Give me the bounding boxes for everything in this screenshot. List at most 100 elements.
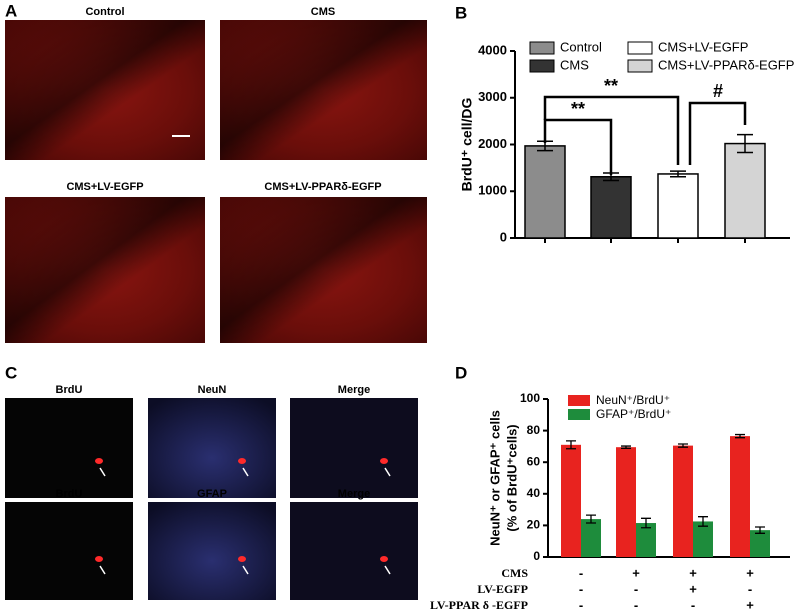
micrograph-band <box>5 20 205 160</box>
panel-label: A <box>5 1 17 20</box>
y-tick-label: 80 <box>527 423 541 437</box>
legend-label: NeuN⁺/BrdU⁺ <box>596 393 670 407</box>
bar <box>524 145 566 239</box>
micrograph <box>5 398 133 498</box>
y-axis-label: NeuN⁺ or GFAP⁺ cells <box>487 410 502 546</box>
micrograph <box>290 502 418 600</box>
legend-swatch <box>529 41 555 55</box>
image-label: CMS+LV-PPARδ-EGFP <box>264 181 381 193</box>
legend-label: CMS <box>560 57 589 72</box>
bar <box>561 444 581 557</box>
treatment-label: CMS <box>501 566 528 580</box>
treatment-label: LV-PPAR δ -EGFP <box>430 598 528 612</box>
arrow <box>99 565 106 575</box>
bar <box>693 521 713 557</box>
image-label: Merge <box>338 384 370 396</box>
error-bar <box>566 440 576 450</box>
cell <box>380 458 388 464</box>
panel-label: D <box>455 363 467 382</box>
legend-swatch <box>627 41 653 55</box>
image-label: CMS+LV-EGFP <box>66 181 143 193</box>
bar <box>730 436 750 557</box>
image-label: NeuN <box>198 384 227 396</box>
y-tick-label: 2000 <box>478 136 507 151</box>
treatment-sign: - <box>579 565 583 580</box>
y-tick-label: 1000 <box>478 183 507 198</box>
bar <box>724 142 766 239</box>
treatment-sign: - <box>579 581 583 596</box>
bar <box>657 173 699 239</box>
legend-label: CMS+LV-PPARδ-EGFP <box>658 57 794 72</box>
legend-swatch <box>568 395 590 406</box>
micrograph <box>148 398 276 498</box>
significance-label: ** <box>604 76 618 96</box>
error-bar <box>737 133 753 154</box>
image-label: GFAP <box>197 488 227 500</box>
bar <box>616 447 636 557</box>
treatment-sign: - <box>748 581 752 596</box>
error-bar <box>678 443 688 448</box>
treatment-sign: + <box>689 565 697 580</box>
cell <box>95 556 103 562</box>
treatment-sign: - <box>579 597 583 612</box>
y-axis-label: BrdU⁺ cell/DG <box>459 98 475 192</box>
image-label: Merge <box>338 488 370 500</box>
error-bar <box>735 433 745 439</box>
micrograph <box>290 398 418 498</box>
micrograph-band <box>220 20 427 160</box>
image-label: Control <box>85 6 124 18</box>
arrow <box>384 565 391 575</box>
y-tick-label: 3000 <box>478 89 507 104</box>
treatment-sign: + <box>746 597 754 612</box>
cell <box>380 556 388 562</box>
micrograph <box>5 502 133 600</box>
bar <box>581 519 601 557</box>
image-label: BrdU <box>56 384 83 396</box>
y-axis-label: (% of BrdU⁺cells) <box>504 424 519 531</box>
treatment-label: LV-EGFP <box>477 582 528 596</box>
legend-label: Control <box>560 39 602 54</box>
bar <box>636 523 656 557</box>
bar <box>590 176 632 239</box>
significance-bracket <box>543 95 680 165</box>
y-tick-label: 0 <box>533 549 540 563</box>
error-bar <box>621 445 631 449</box>
significance-label: ** <box>571 99 585 119</box>
bar <box>673 445 693 557</box>
panel-label: C <box>5 363 17 382</box>
y-tick-label: 4000 <box>478 42 507 57</box>
significance-bracket <box>543 118 613 175</box>
arrow <box>242 565 249 575</box>
y-tick-label: 100 <box>520 391 540 405</box>
legend-swatch <box>627 59 653 73</box>
legend-label: GFAP⁺/BrdU⁺ <box>596 407 671 421</box>
cell <box>95 458 103 464</box>
cell <box>238 556 246 562</box>
treatment-sign: + <box>746 565 754 580</box>
legend-swatch <box>529 59 555 73</box>
treatment-sign: - <box>691 597 695 612</box>
treatment-sign: + <box>632 565 640 580</box>
micrograph <box>148 502 276 600</box>
micrograph-band <box>220 197 427 343</box>
image-label: CMS <box>311 6 335 18</box>
y-tick-label: 40 <box>527 486 541 500</box>
treatment-sign: - <box>634 597 638 612</box>
significance-label: # <box>713 81 723 101</box>
bar <box>750 530 770 557</box>
error-bar <box>641 517 651 529</box>
error-bar <box>755 526 765 534</box>
legend-label: CMS+LV-EGFP <box>658 39 748 54</box>
legend-swatch <box>568 409 590 420</box>
error-bar <box>586 514 596 524</box>
significance-bracket <box>688 101 747 165</box>
cell <box>238 458 246 464</box>
image-label: BrdU <box>56 488 83 500</box>
arrow <box>99 467 106 477</box>
treatment-sign: - <box>634 581 638 596</box>
micrograph-band <box>5 197 205 343</box>
arrow <box>384 467 391 477</box>
error-bar <box>698 516 708 527</box>
arrow <box>242 467 249 477</box>
